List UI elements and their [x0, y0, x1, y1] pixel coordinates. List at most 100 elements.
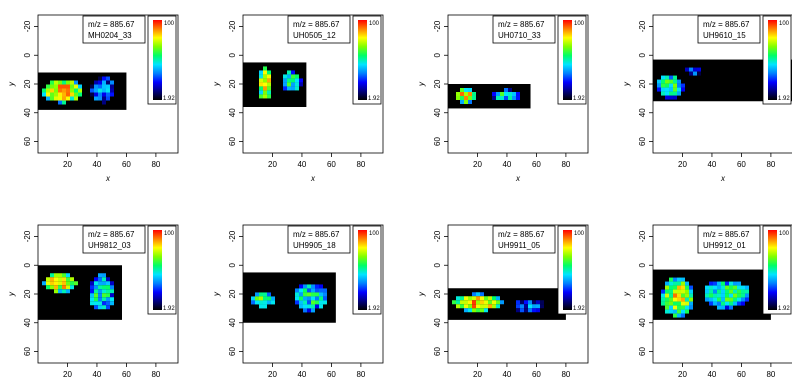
x-tick-label: 40	[707, 370, 716, 379]
heatmap-image	[38, 265, 122, 320]
heat-cell	[106, 281, 110, 286]
heat-cell	[508, 92, 512, 96]
x-tick-label: 60	[532, 370, 541, 379]
title-box: m/z = 885.67 UH9905_18	[287, 225, 351, 254]
heat-cell	[267, 70, 271, 75]
heat-cell	[263, 74, 267, 79]
heat-cell	[476, 304, 480, 309]
heat-cell	[46, 88, 50, 93]
heat-cell	[46, 281, 50, 286]
heat-cell	[90, 285, 94, 290]
heat-cell	[98, 277, 102, 282]
colorbar-legend: 100 1.92	[557, 15, 587, 105]
heat-cell	[70, 285, 74, 290]
heat-cell	[307, 288, 311, 293]
heat-cell	[516, 308, 520, 313]
title-box-frame	[82, 225, 146, 254]
heat-cell	[315, 296, 319, 301]
title-line-2: UH9911_05	[498, 241, 541, 250]
heat-cell	[665, 309, 669, 314]
y-tick-label: 20	[638, 289, 647, 298]
heat-cell	[259, 90, 263, 95]
heat-cell	[267, 86, 271, 91]
heat-cell	[271, 300, 275, 305]
y-tick-label: -20	[228, 20, 237, 32]
title-box-frame	[287, 225, 351, 254]
heat-cell	[62, 285, 66, 290]
heat-cell	[58, 281, 62, 286]
heat-cell	[110, 88, 114, 93]
heat-cell	[263, 304, 267, 309]
heat-cell	[291, 74, 295, 79]
heat-cell	[62, 88, 66, 93]
heat-cell	[496, 296, 500, 301]
x-tick-label: 20	[63, 160, 72, 169]
heat-cell	[685, 305, 689, 310]
heat-cell	[464, 92, 468, 96]
heat-cell	[62, 84, 66, 89]
x-tick-label: 80	[356, 370, 365, 379]
colorbar-gradient	[563, 230, 572, 310]
heat-cell	[259, 94, 263, 99]
colorbar-legend: 100 1.92	[762, 15, 792, 105]
heat-cell	[267, 94, 271, 99]
y-tick-label: -20	[638, 20, 647, 32]
heat-cell	[110, 297, 114, 302]
heat-cell	[669, 281, 673, 286]
heat-cell	[291, 86, 295, 91]
heat-cell	[259, 78, 263, 83]
heat-cell	[737, 281, 741, 286]
heat-cell	[46, 96, 50, 101]
colorbar-gradient	[768, 230, 777, 310]
x-axis: 20 40 60 80 x	[63, 153, 161, 183]
heat-cell	[46, 277, 50, 282]
heat-cell	[484, 300, 488, 305]
heat-cell	[713, 301, 717, 306]
heat-cell	[267, 82, 271, 87]
colorbar-max-label: 100	[779, 231, 790, 237]
y-tick-label: -20	[23, 230, 32, 242]
y-tick-label: 20	[23, 79, 32, 88]
heat-cell	[267, 78, 271, 83]
heat-cell	[524, 304, 528, 309]
heat-cell	[709, 301, 713, 306]
heat-cell	[468, 308, 472, 313]
heat-cell	[504, 88, 508, 92]
heat-cell	[677, 293, 681, 298]
heat-cell	[460, 296, 464, 301]
heat-cell	[98, 88, 102, 93]
title-box-frame	[697, 15, 761, 44]
y-tick-label: 60	[638, 137, 647, 146]
heat-cell	[741, 301, 745, 306]
heat-cell	[737, 289, 741, 294]
title-box-frame	[492, 15, 556, 44]
colorbar-max-label: 100	[574, 21, 585, 27]
heat-cell	[484, 304, 488, 309]
heat-cell	[90, 301, 94, 306]
heat-cell	[464, 100, 468, 104]
heatmap-image	[243, 62, 307, 107]
heat-cell	[729, 293, 733, 298]
heat-cell	[681, 293, 685, 298]
heat-cell	[725, 281, 729, 286]
heat-cell	[110, 289, 114, 294]
x-tick-label: 20	[473, 370, 482, 379]
heat-cell	[721, 281, 725, 286]
heat-cell	[106, 96, 110, 101]
heat-cell	[54, 285, 58, 290]
colorbar-max-label: 100	[369, 231, 380, 237]
heat-cell	[689, 305, 693, 310]
heat-cell	[520, 300, 524, 305]
heat-cell	[460, 304, 464, 309]
heat-cell	[295, 78, 299, 83]
heat-cell	[677, 285, 681, 290]
heat-cell	[733, 289, 737, 294]
heat-cell	[456, 296, 460, 301]
heatmap-image	[653, 269, 771, 320]
y-tick-label: 40	[228, 108, 237, 117]
heat-cell	[50, 84, 54, 89]
heat-cell	[106, 92, 110, 97]
title-box: m/z = 885.67 UH0505_12	[287, 15, 351, 44]
heat-cell	[741, 289, 745, 294]
